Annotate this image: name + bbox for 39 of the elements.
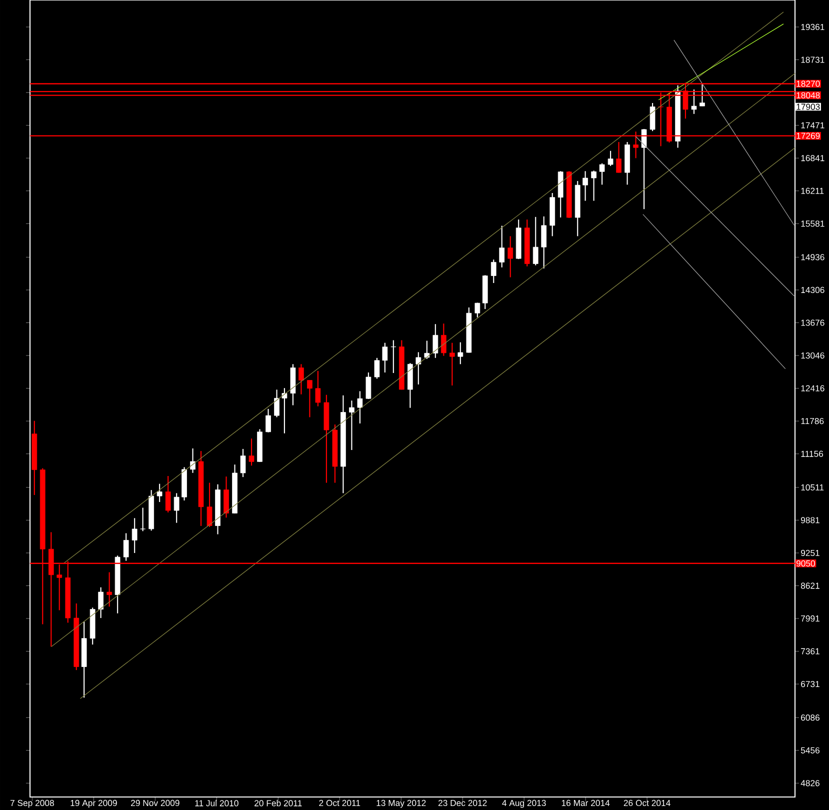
- y-tick-label: 6731: [801, 680, 820, 688]
- x-tick-label: 20 Feb 2011: [254, 800, 302, 806]
- x-tick-label: 4 Aug 2013: [502, 800, 546, 808]
- y-tick-label: 9881: [801, 517, 820, 524]
- y-tick-label: 12416: [801, 385, 824, 392]
- y-tick-label: 5456: [800, 747, 820, 754]
- y-tick-label: 4826: [800, 780, 820, 786]
- x-tick-label: 7 Sep 2008: [10, 800, 54, 808]
- y-tick-label: 14306: [801, 286, 824, 294]
- y-tick-label: 7361: [801, 648, 820, 654]
- y-tick-label: 6086: [801, 714, 820, 721]
- y-tick-label: 13046: [801, 352, 824, 359]
- y-tick-label: 16211: [801, 188, 824, 194]
- y-tick-label: 10511: [801, 484, 824, 490]
- ref-line-label: 18048: [796, 92, 820, 98]
- y-tick-label: 19361: [801, 24, 824, 30]
- x-tick-label: 16 Mar 2014: [562, 800, 610, 806]
- x-tick-label: 13 May 2012: [376, 800, 426, 808]
- y-tick-label: 9251: [801, 550, 820, 556]
- text: 17903: [796, 104, 820, 110]
- y-tick-label: 13676: [801, 320, 824, 326]
- y-tick-label: 11156: [801, 450, 824, 457]
- ref-line-label: 17269: [796, 132, 820, 139]
- x-tick-label: 23 Dec 2012: [438, 800, 487, 806]
- y-tick-label: 14936: [801, 254, 824, 260]
- ref-line-label: 9050: [796, 560, 815, 566]
- x-tick-label: 2 Oct 2011: [319, 800, 360, 806]
- y-tick-label: 11786: [801, 418, 824, 424]
- y-tick-label: 17471: [801, 122, 824, 128]
- y-tick-label: 18731: [801, 56, 824, 63]
- y-tick-label: 15581: [801, 220, 824, 227]
- y-tick-label: 7991: [801, 615, 820, 622]
- x-tick-label: 19 Apr 2009: [70, 800, 117, 808]
- x-tick-label: 29 Nov 2009: [131, 800, 180, 806]
- ref-line-label: 18270: [796, 80, 820, 87]
- y-tick-label: 8621: [800, 582, 820, 589]
- y-tick-label: 16841: [801, 155, 824, 162]
- x-tick-label: 26 Oct 2014: [624, 800, 670, 806]
- x-tick-label: 11 Jul 2010: [195, 800, 238, 806]
